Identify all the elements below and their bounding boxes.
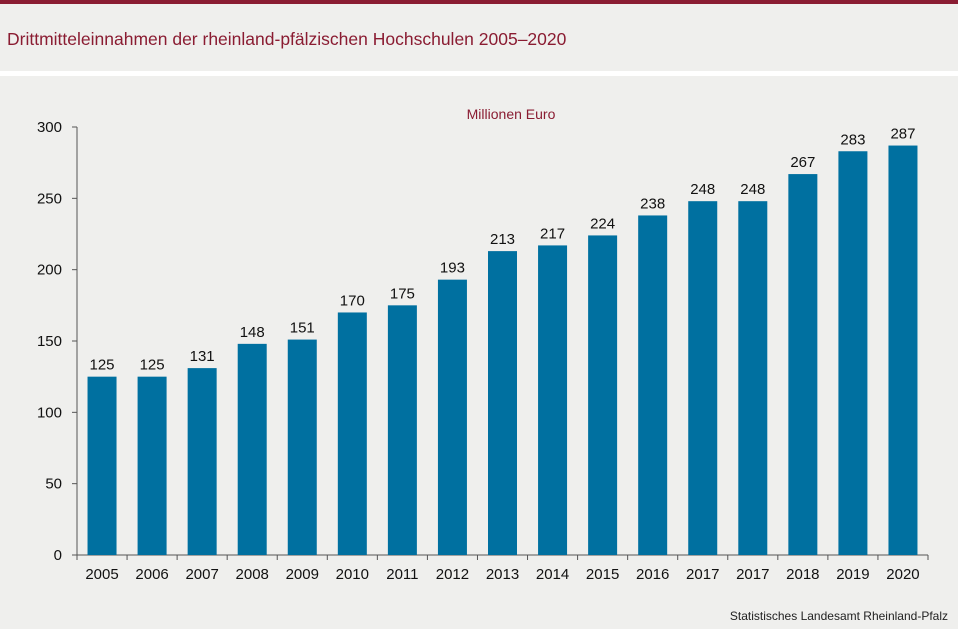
x-tick-label: 2018 — [786, 566, 819, 583]
bar-value-label: 267 — [790, 154, 815, 171]
bar-value-label: 283 — [840, 131, 865, 148]
unit-label: Millionen Euro — [467, 106, 556, 122]
x-tick-label: 2008 — [236, 566, 269, 583]
y-tick-label: 250 — [37, 190, 62, 207]
bar — [337, 312, 367, 555]
bar-value-label: 170 — [340, 292, 365, 309]
x-tick-label: 2006 — [135, 566, 168, 583]
bar — [888, 145, 918, 555]
bar — [538, 245, 568, 555]
bar-value-label: 175 — [390, 285, 415, 302]
header: Drittmitteleinnahmen der rheinland-pfälz… — [0, 4, 958, 71]
bar — [588, 235, 618, 555]
x-tick-label: 2014 — [536, 566, 569, 583]
x-tick-label: 2020 — [886, 566, 919, 583]
bar-value-label: 151 — [290, 320, 315, 337]
bar — [688, 201, 718, 555]
x-tick-label: 2005 — [85, 566, 118, 583]
bar-value-label: 125 — [140, 357, 165, 374]
bar-value-label: 213 — [490, 231, 515, 248]
bar — [137, 376, 167, 555]
x-tick-label: 2013 — [486, 566, 519, 583]
bar — [87, 376, 117, 555]
bar-value-label: 248 — [690, 181, 715, 198]
x-tick-label: 2009 — [286, 566, 319, 583]
y-tick-label: 300 — [37, 119, 62, 136]
bar-value-label: 287 — [890, 126, 915, 143]
bar — [287, 339, 317, 555]
bar — [788, 174, 818, 555]
bar-chart: Millionen Euro 0 50 100 150 200 250 300 125 2005 1… — [37, 106, 929, 583]
y-tick-label: 150 — [37, 333, 62, 350]
bar — [638, 215, 668, 555]
bar-value-label: 248 — [740, 181, 765, 198]
x-tick-label: 2017 — [686, 566, 719, 583]
bar — [237, 343, 267, 555]
x-tick-label: 2010 — [336, 566, 369, 583]
header-divider — [0, 71, 958, 76]
bar-value-label: 217 — [540, 225, 565, 242]
bar — [437, 279, 467, 555]
x-tick-label: 2012 — [436, 566, 469, 583]
bar — [738, 201, 768, 555]
bar — [387, 305, 417, 555]
y-tick-label: 50 — [45, 476, 62, 493]
y-tick-label: 0 — [54, 547, 62, 564]
chart-area: Millionen Euro 0 50 100 150 200 250 300 125 2005 1… — [0, 76, 958, 629]
bar — [488, 251, 517, 555]
bar-value-label: 238 — [640, 195, 665, 212]
bar-value-label: 224 — [590, 215, 615, 232]
bar — [838, 151, 868, 555]
y-tick-label: 100 — [37, 404, 62, 421]
page-title: Drittmitteleinnahmen der rheinland-pfälz… — [7, 29, 567, 49]
x-tick-label: 2017 — [736, 566, 769, 583]
bar-value-label: 131 — [190, 348, 215, 365]
x-tick-label: 2015 — [586, 566, 619, 583]
top-accent-bar — [0, 0, 958, 4]
bar-value-label: 193 — [440, 260, 465, 277]
x-tick-label: 2007 — [185, 566, 218, 583]
bar-value-label: 148 — [240, 324, 265, 341]
bar — [187, 368, 217, 555]
x-tick-label: 2011 — [386, 566, 418, 583]
x-tick-label: 2016 — [636, 566, 669, 583]
x-tick-label: 2019 — [836, 566, 869, 583]
bar-value-label: 125 — [90, 357, 115, 374]
y-tick-label: 200 — [37, 262, 62, 279]
source-note: Statistisches Landesamt Rheinland-Pfalz — [729, 609, 948, 623]
